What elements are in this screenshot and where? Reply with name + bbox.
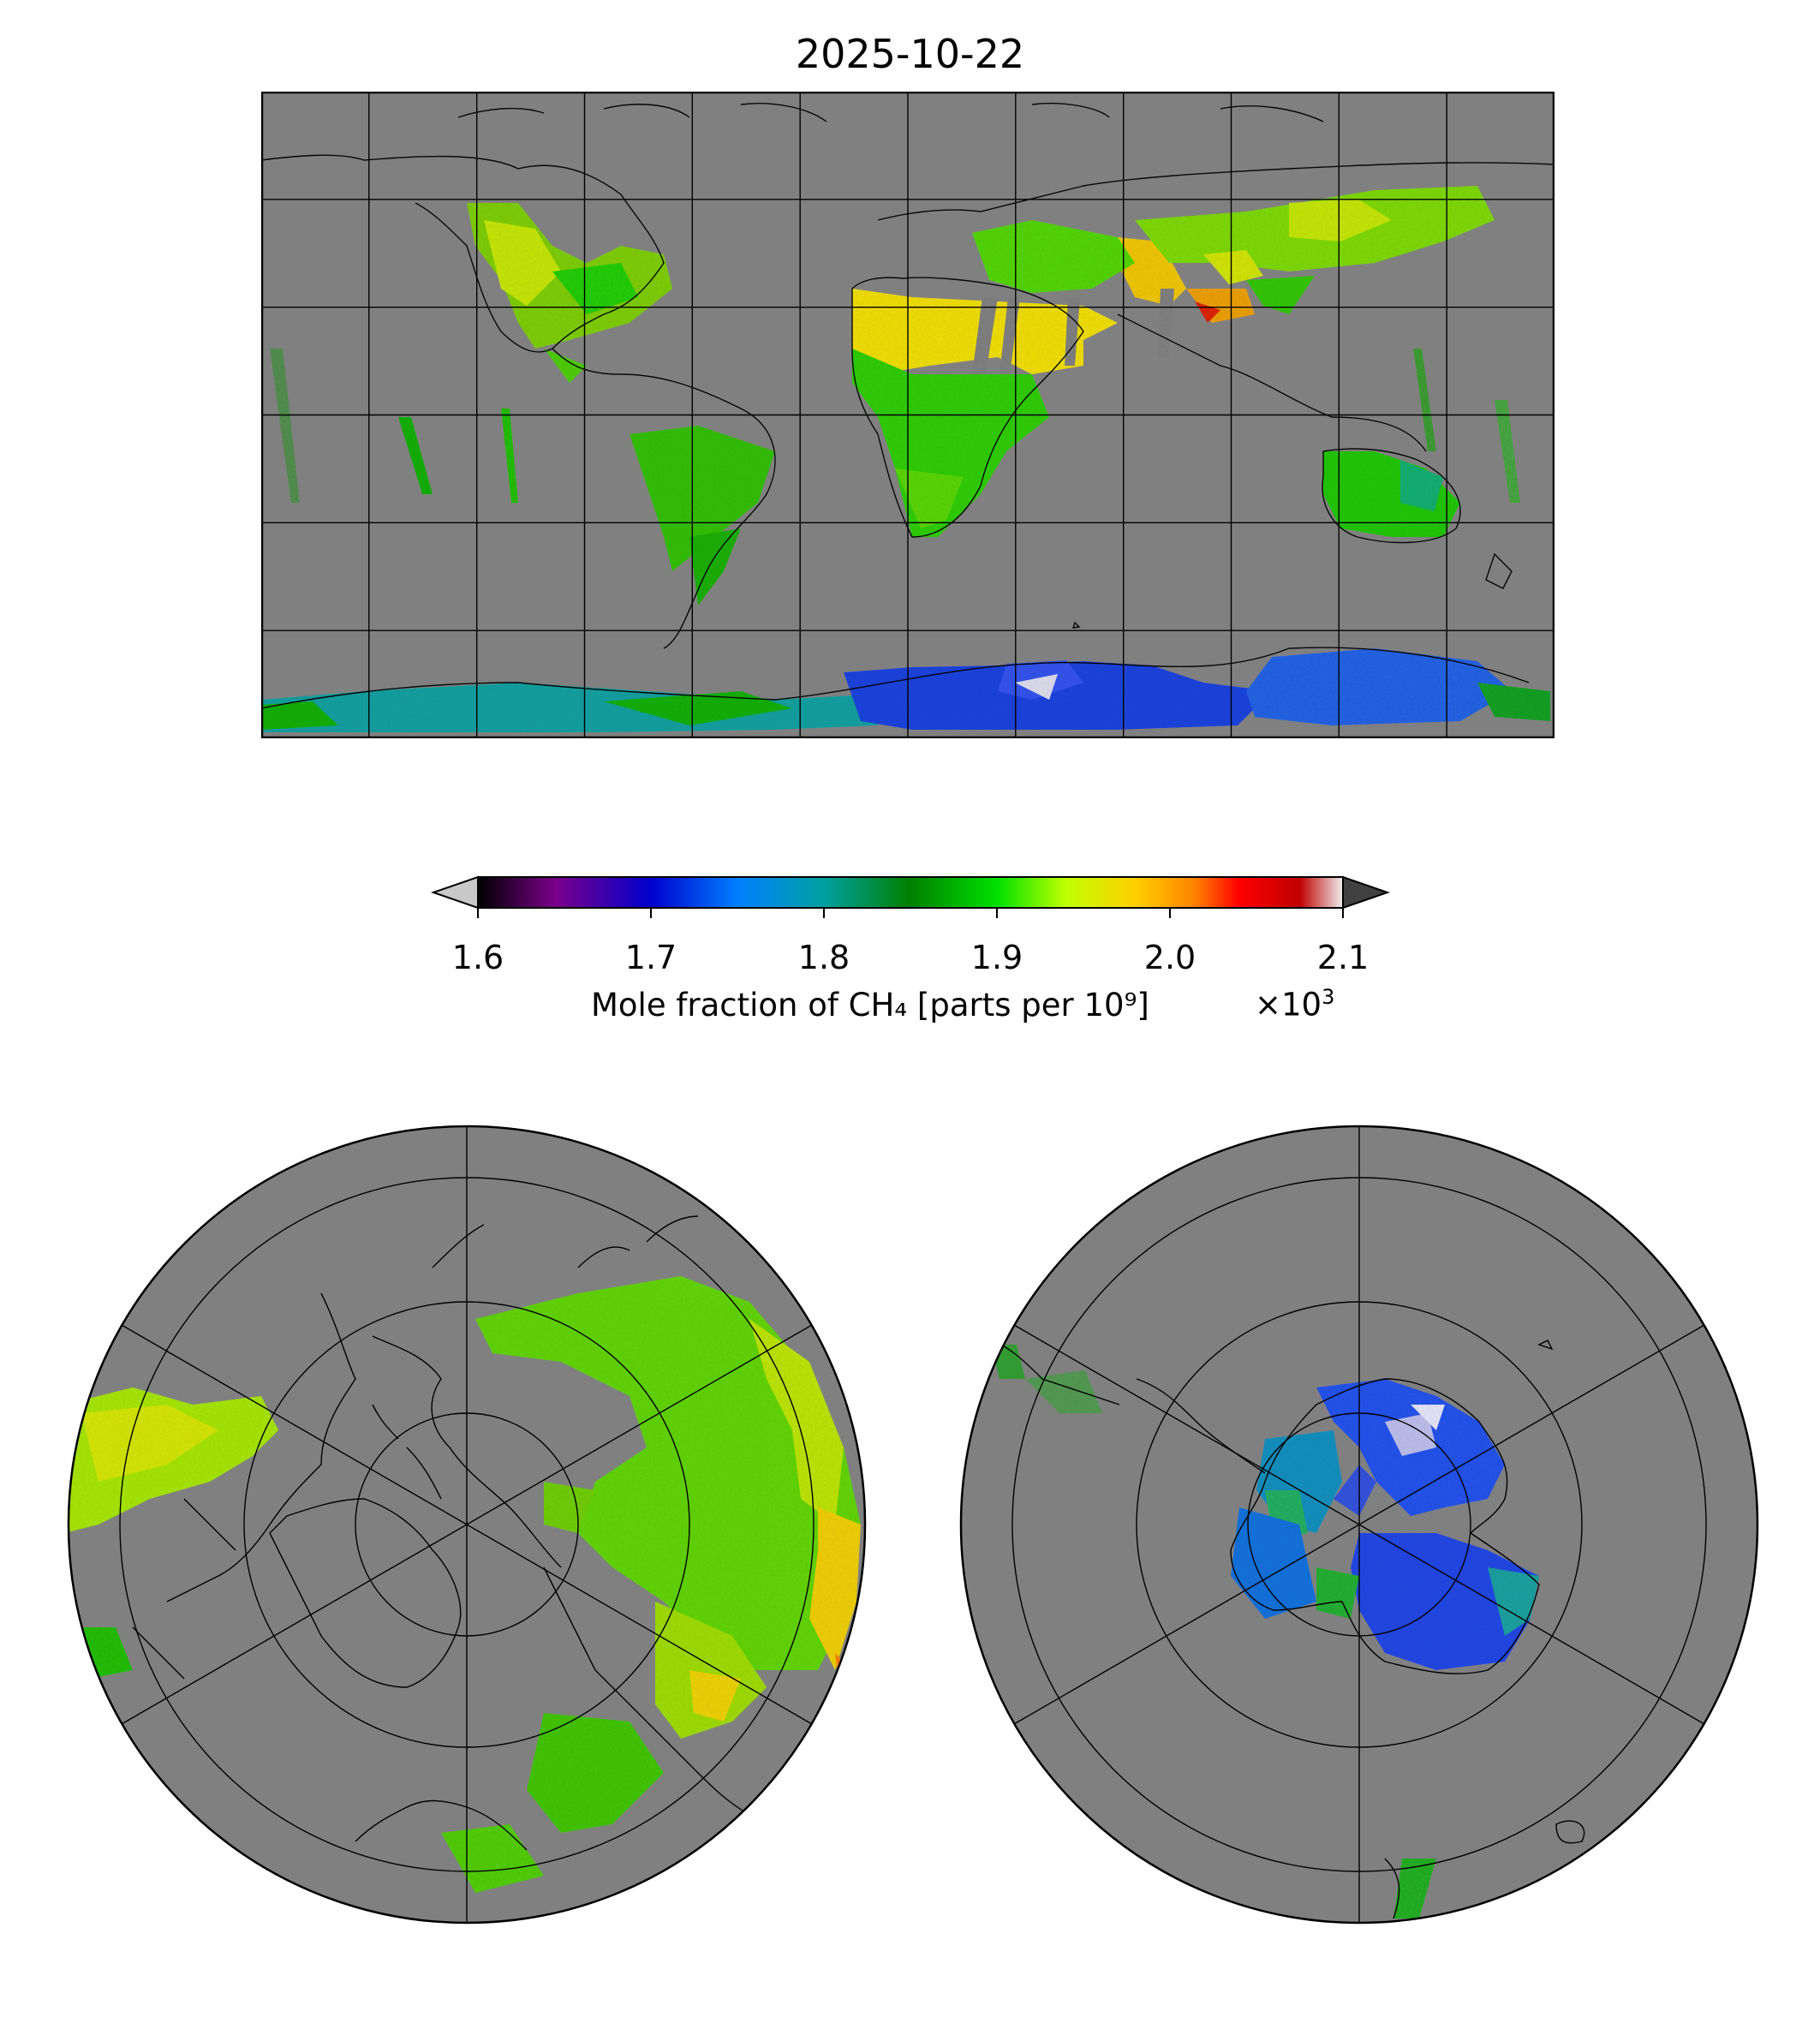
colorbar-tick-label: 2.1 <box>1316 939 1369 976</box>
map-frame <box>261 92 1554 738</box>
south-polar-map <box>959 1125 1759 1925</box>
ch4-data-global <box>261 186 1550 732</box>
graticule-south <box>1011 1126 1707 1923</box>
colorbar-tick-label: 1.7 <box>624 939 677 976</box>
coastlines-global <box>261 102 1554 709</box>
north-polar-boundary <box>67 1125 867 1925</box>
colorbar-tick-label: 1.9 <box>970 939 1023 976</box>
south-polar-boundary <box>959 1125 1759 1925</box>
multiplier-base: ×10 <box>1255 986 1322 1023</box>
ch4-data-south <box>991 1345 1539 1919</box>
colorbar-under-arrow <box>430 875 479 910</box>
multiplier-exponent: 3 <box>1322 985 1335 1009</box>
figure-title: 2025-10-22 <box>795 31 1025 77</box>
colorbar-ticks <box>477 908 1344 918</box>
colorbar-tick-label: 2.0 <box>1143 939 1196 976</box>
global-map <box>261 92 1554 738</box>
coastlines-north <box>132 1215 767 1851</box>
colorbar <box>430 875 1391 918</box>
colorbar-ramp <box>477 876 1344 909</box>
colorbar-tick-label: 1.6 <box>451 939 504 976</box>
colorbar-label: Mole fraction of CH₄ [parts per 10⁹] <box>591 987 1149 1023</box>
colorbar-tick-label: 1.8 <box>797 939 850 976</box>
graticule-global <box>261 92 1554 738</box>
graticule-north <box>119 1126 815 1923</box>
colorbar-multiplier: ×103 <box>1255 985 1334 1023</box>
colorbar-over-arrow <box>1342 875 1391 910</box>
north-polar-map <box>67 1125 867 1925</box>
